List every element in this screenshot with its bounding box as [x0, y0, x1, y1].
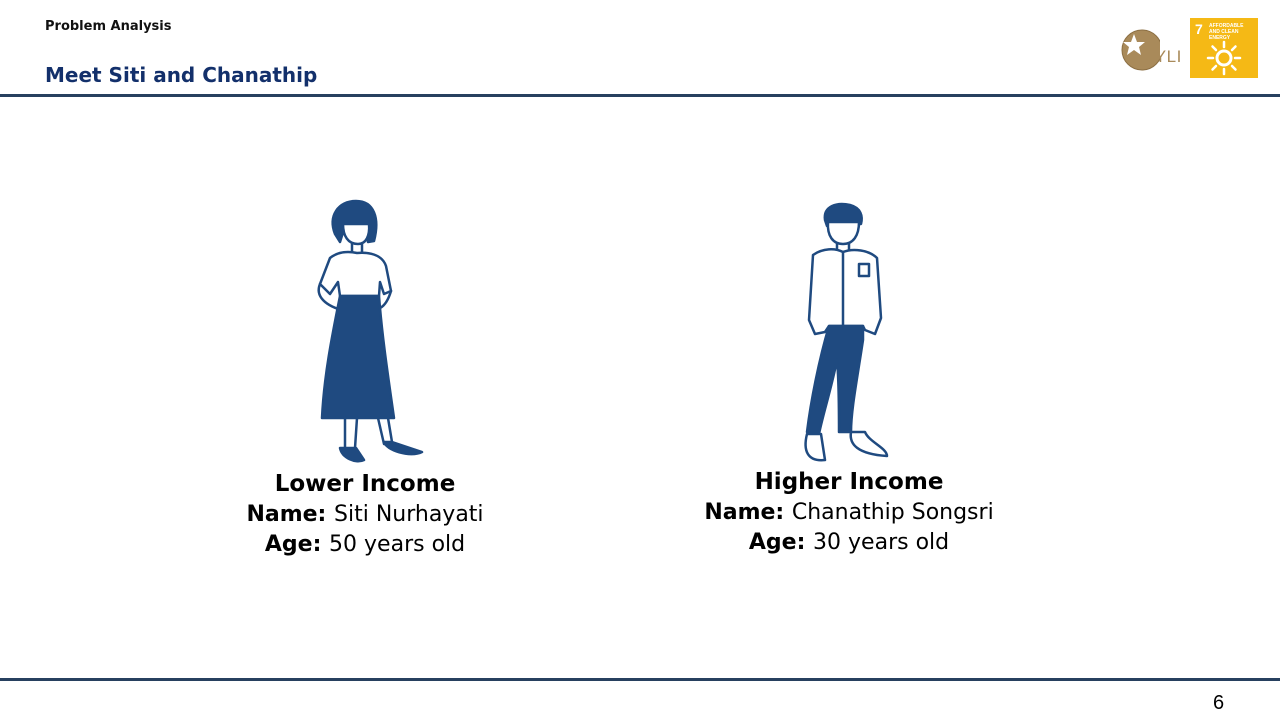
sun-icon [1206, 40, 1242, 76]
woman-illustration [300, 196, 430, 475]
man-illustration [795, 200, 905, 469]
hyli-logo-text: HYLI [1142, 47, 1182, 66]
name-label: Name: [246, 502, 335, 527]
persona-age: 50 years old [329, 532, 466, 557]
slide-title: Meet Siti and Chanathip [45, 63, 318, 87]
header-divider [0, 94, 1280, 97]
persona-income-group: Higher Income [754, 469, 944, 495]
persona-name: Siti Nurhayati [334, 502, 484, 527]
persona-age-line: Age: 30 years old [639, 528, 1059, 558]
section-label: Problem Analysis [45, 19, 172, 34]
persona-income-group: Lower Income [274, 471, 456, 497]
persona-name-line: Name: Siti Nurhayati [155, 500, 575, 530]
name-label: Name: [704, 500, 792, 525]
sdg-goal-text: AFFORDABLE AND CLEAN ENERGY [1209, 23, 1244, 41]
persona-name-line: Name: Chanathip Songsri [639, 498, 1059, 528]
persona-age-line: Age: 50 years old [155, 530, 575, 560]
age-label: Age: [748, 530, 814, 555]
persona-card-chanathip: Higher Income Name: Chanathip Songsri Ag… [639, 466, 1059, 558]
persona-name: Chanathip Songsri [791, 500, 994, 525]
age-label: Age: [264, 532, 330, 557]
sdg-7-badge: 7 AFFORDABLE AND CLEAN ENERGY [1190, 18, 1258, 78]
sdg-number: 7 [1195, 21, 1203, 37]
persona-card-siti: Lower Income Name: Siti Nurhayati Age: 5… [155, 468, 575, 560]
hyli-logo: HYLI [1120, 26, 1190, 74]
persona-age: 30 years old [813, 530, 950, 555]
page-number: 6 [1213, 692, 1225, 714]
footer-divider [0, 678, 1280, 681]
